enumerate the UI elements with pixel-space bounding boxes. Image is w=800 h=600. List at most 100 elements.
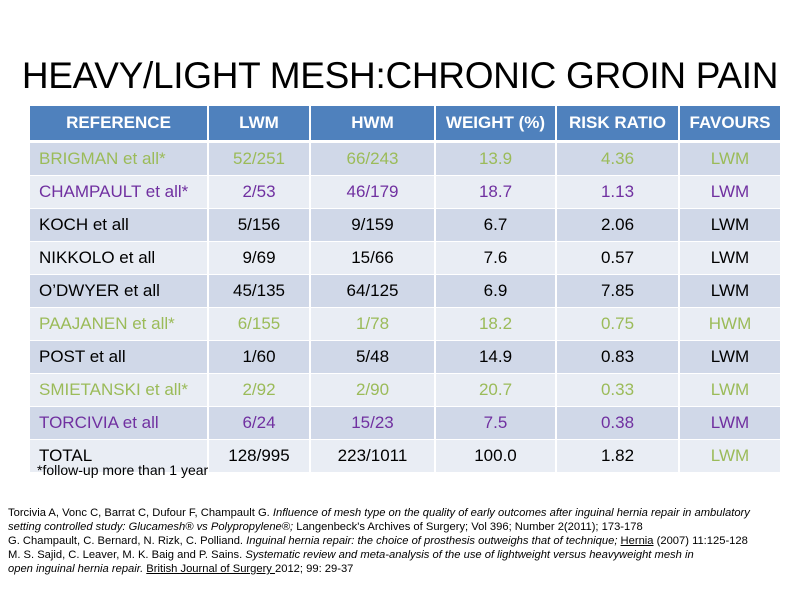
reference-1-authors: Torcivia A, Vonc C, Barrat C, Dufour F, … bbox=[8, 507, 270, 519]
table-body: BRIGMAN et all* 52/251 66/243 13.9 4.36 LWM CH… bbox=[30, 141, 780, 473]
reference-2-line-1: G. Champault, C. Bernard, N. Rizk, C. Po… bbox=[8, 534, 798, 548]
cell-lwm: 5/156 bbox=[208, 208, 311, 242]
reference-3-authors: M. S. Sajid, C. Leaver, M. K. Baig and P… bbox=[8, 549, 243, 561]
cell-favours: LWM bbox=[679, 439, 780, 473]
reference-3-journal: British Journal of Surgery bbox=[146, 563, 276, 575]
reference-1-title: Influence of mesh type on the quality of… bbox=[269, 507, 750, 519]
reference-3-line-2: open inguinal hernia repair. British Jou… bbox=[8, 562, 798, 576]
references: Torcivia A, Vonc C, Barrat C, Dufour F, … bbox=[8, 506, 798, 576]
cell-hwm: 5/48 bbox=[310, 340, 436, 374]
header-reference: REFERENCE bbox=[30, 106, 209, 143]
cell-weight: 13.9 bbox=[435, 141, 557, 176]
cell-risk-ratio: 0.83 bbox=[556, 340, 680, 374]
cell-weight: 18.2 bbox=[435, 307, 557, 341]
reference-1-line-1: Torcivia A, Vonc C, Barrat C, Dufour F, … bbox=[8, 506, 798, 520]
reference-1-source: Langenbeck's Archives of Surgery; Vol 39… bbox=[293, 521, 643, 533]
table-row: TOTAL 128/995 223/1011 100.0 1.82 LWM bbox=[30, 439, 780, 473]
cell-reference: SMIETANSKI et all* bbox=[30, 373, 209, 407]
reference-3-title-cont: open inguinal hernia repair. bbox=[8, 563, 144, 575]
cell-reference: NIKKOLO et all bbox=[30, 241, 209, 275]
cell-weight: 14.9 bbox=[435, 340, 557, 374]
table-row: SMIETANSKI et all* 2/92 2/90 20.7 0.33 LWM bbox=[30, 373, 780, 407]
cell-reference: O’DWYER et all bbox=[30, 274, 209, 308]
table-row: KOCH et all 5/156 9/159 6.7 2.06 LWM bbox=[30, 208, 780, 242]
cell-hwm: 46/179 bbox=[310, 175, 436, 209]
cell-reference: CHAMPAULT et all* bbox=[30, 175, 209, 209]
reference-2-title: Inguinal hernia repair: the choice of pr… bbox=[243, 535, 618, 547]
cell-weight: 20.7 bbox=[435, 373, 557, 407]
table-header-row: REFERENCE LWM HWM WEIGHT (%) RISK RATIO … bbox=[30, 106, 780, 143]
table-row: CHAMPAULT et all* 2/53 46/179 18.7 1.13 LWM bbox=[30, 175, 780, 209]
cell-reference: KOCH et all bbox=[30, 208, 209, 242]
cell-favours: LWM bbox=[679, 274, 780, 308]
cell-lwm: 2/92 bbox=[208, 373, 311, 407]
mesh-comparison-table: REFERENCE LWM HWM WEIGHT (%) RISK RATIO … bbox=[30, 106, 780, 473]
cell-reference: TORCIVIA et all bbox=[30, 406, 209, 440]
cell-risk-ratio: 0.33 bbox=[556, 373, 680, 407]
cell-reference: POST et all bbox=[30, 340, 209, 374]
header-weight: WEIGHT (%) bbox=[435, 106, 557, 143]
cell-hwm: 1/78 bbox=[310, 307, 436, 341]
cell-risk-ratio: 1.82 bbox=[556, 439, 680, 473]
cell-risk-ratio: 7.85 bbox=[556, 274, 680, 308]
cell-weight: 6.7 bbox=[435, 208, 557, 242]
cell-lwm: 6/24 bbox=[208, 406, 311, 440]
reference-3-source: 2012; 99: 29-37 bbox=[275, 563, 354, 575]
table-row: O’DWYER et all 45/135 64/125 6.9 7.85 LWM bbox=[30, 274, 780, 308]
cell-favours: LWM bbox=[679, 175, 780, 209]
cell-weight: 18.7 bbox=[435, 175, 557, 209]
cell-risk-ratio: 0.38 bbox=[556, 406, 680, 440]
cell-hwm: 223/1011 bbox=[310, 439, 436, 473]
table-row: PAAJANEN et all* 6/155 1/78 18.2 0.75 HWM bbox=[30, 307, 780, 341]
cell-lwm: 45/135 bbox=[208, 274, 311, 308]
cell-hwm: 15/66 bbox=[310, 241, 436, 275]
cell-weight: 6.9 bbox=[435, 274, 557, 308]
cell-risk-ratio: 0.57 bbox=[556, 241, 680, 275]
cell-favours: LWM bbox=[679, 406, 780, 440]
cell-hwm: 15/23 bbox=[310, 406, 436, 440]
cell-reference: PAAJANEN et all* bbox=[30, 307, 209, 341]
footnote: *follow-up more than 1 year bbox=[37, 462, 209, 478]
reference-2-source: (2007) 11:125-128 bbox=[653, 535, 748, 547]
reference-3-title: Systematic review and meta-analysis of t… bbox=[242, 549, 694, 561]
cell-favours: LWM bbox=[679, 208, 780, 242]
cell-lwm: 128/995 bbox=[208, 439, 311, 473]
header-lwm: LWM bbox=[208, 106, 311, 143]
cell-hwm: 66/243 bbox=[310, 141, 436, 176]
reference-2-authors: G. Champault, C. Bernard, N. Rizk, C. Po… bbox=[8, 535, 244, 547]
cell-favours: HWM bbox=[679, 307, 780, 341]
cell-lwm: 1/60 bbox=[208, 340, 311, 374]
cell-weight: 100.0 bbox=[435, 439, 557, 473]
cell-reference: TOTAL bbox=[30, 439, 209, 473]
reference-2-journal: Hernia bbox=[620, 535, 654, 547]
table-row: BRIGMAN et all* 52/251 66/243 13.9 4.36 LWM bbox=[30, 141, 780, 176]
cell-hwm: 9/159 bbox=[310, 208, 436, 242]
cell-favours: LWM bbox=[679, 141, 780, 176]
cell-lwm: 2/53 bbox=[208, 175, 311, 209]
cell-lwm: 6/155 bbox=[208, 307, 311, 341]
table-row: POST et all 1/60 5/48 14.9 0.83 LWM bbox=[30, 340, 780, 374]
cell-favours: LWM bbox=[679, 373, 780, 407]
header-favours: FAVOURS bbox=[679, 106, 780, 143]
cell-weight: 7.5 bbox=[435, 406, 557, 440]
header-risk-ratio: RISK RATIO bbox=[556, 106, 680, 143]
reference-3-line-1: M. S. Sajid, C. Leaver, M. K. Baig and P… bbox=[8, 548, 798, 562]
reference-1-title-cont: setting controlled study: Glucamesh® vs … bbox=[8, 521, 294, 533]
cell-hwm: 64/125 bbox=[310, 274, 436, 308]
reference-1-line-2: setting controlled study: Glucamesh® vs … bbox=[8, 520, 798, 534]
header-hwm: HWM bbox=[310, 106, 436, 143]
cell-reference: BRIGMAN et all* bbox=[30, 141, 209, 176]
cell-lwm: 52/251 bbox=[208, 141, 311, 176]
cell-favours: LWM bbox=[679, 241, 780, 275]
cell-weight: 7.6 bbox=[435, 241, 557, 275]
cell-risk-ratio: 4.36 bbox=[556, 141, 680, 176]
table-row: TORCIVIA et all 6/24 15/23 7.5 0.38 LWM bbox=[30, 406, 780, 440]
cell-hwm: 2/90 bbox=[310, 373, 436, 407]
cell-lwm: 9/69 bbox=[208, 241, 311, 275]
table-row: NIKKOLO et all 9/69 15/66 7.6 0.57 LWM bbox=[30, 241, 780, 275]
cell-risk-ratio: 1.13 bbox=[556, 175, 680, 209]
slide-title: HEAVY/LIGHT MESH:CHRONIC GROIN PAIN bbox=[21, 55, 779, 96]
cell-risk-ratio: 2.06 bbox=[556, 208, 680, 242]
cell-risk-ratio: 0.75 bbox=[556, 307, 680, 341]
cell-favours: LWM bbox=[679, 340, 780, 374]
